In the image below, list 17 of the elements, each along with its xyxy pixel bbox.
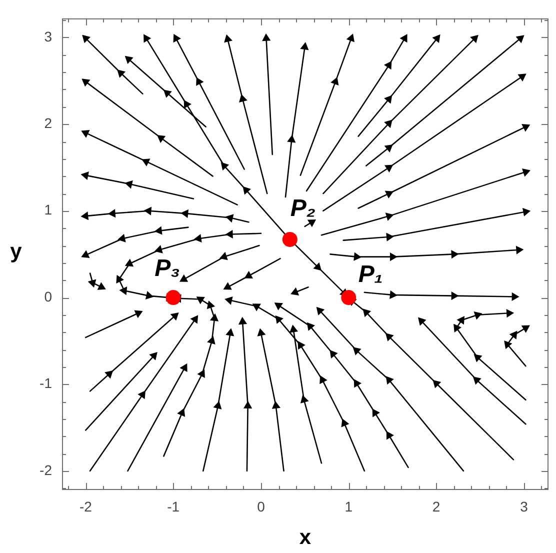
x-tick-label: 3	[520, 498, 528, 514]
annotation: P₁	[358, 261, 383, 288]
y-tick-label: 2	[44, 115, 52, 132]
annotation: P₂	[290, 195, 316, 222]
x-tick-label: -1	[167, 498, 180, 514]
y-tick-label: 1	[44, 202, 52, 218]
x-axis-title: x	[299, 526, 312, 549]
y-tick-label: 0	[44, 288, 52, 304]
y-tick-label: 3	[44, 28, 52, 44]
y-axis-title: y	[10, 240, 22, 263]
annotation: P₃	[154, 255, 180, 282]
y-tick-label: -2	[40, 462, 52, 478]
y-tick-label: -1	[40, 375, 52, 392]
x-tick-label: 0	[257, 498, 266, 514]
x-tick-label: 2	[432, 498, 440, 514]
x-tick-label: 1	[344, 498, 353, 514]
x-tick-label: -2	[79, 498, 92, 514]
